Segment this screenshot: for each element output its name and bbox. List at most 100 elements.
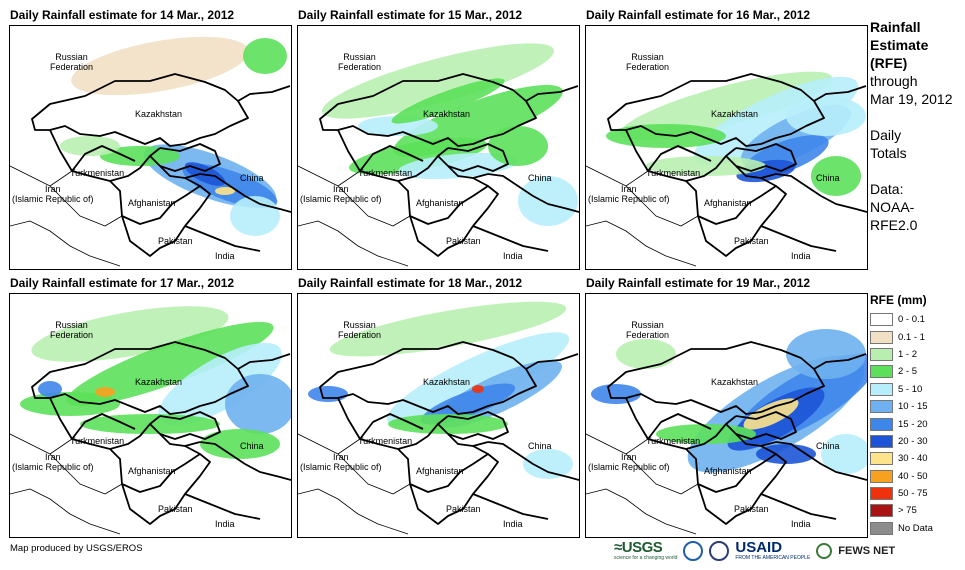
- panel-title: Daily Rainfall estimate for 15 Mar., 201…: [298, 8, 523, 22]
- country-border: [121, 453, 211, 525]
- legend-title: RFE (mm): [870, 293, 927, 307]
- rfe-legend: RFE (mm) 0 - 0.1 0.1 - 1 1 - 2 2 - 5 5 - 10 1…: [870, 292, 965, 537]
- rainfall-area: [66, 321, 274, 407]
- country-border: [685, 445, 777, 493]
- map-label-iran: Iran (Islamic Republic of): [12, 184, 94, 204]
- country-border: [121, 185, 211, 257]
- legend-label: 40 - 50: [898, 470, 928, 482]
- country-border: [760, 225, 837, 252]
- rainfall-area: [60, 136, 120, 156]
- country-border: [586, 433, 649, 455]
- country-border: [409, 453, 499, 525]
- country-border: [697, 453, 787, 525]
- country-border: [437, 155, 489, 179]
- map-label-afghanistan: Afghanistan: [416, 198, 464, 208]
- country-border: [472, 493, 549, 520]
- legend-swatch: [870, 313, 893, 327]
- country-border: [298, 165, 361, 187]
- rainfall-area: [215, 187, 235, 195]
- legend-item: 50 - 75: [870, 485, 965, 502]
- map-label-kazakhstan: Kazakhstan: [423, 109, 471, 119]
- logo-bar: ≈USGS science for a changing world USAID…: [614, 538, 895, 564]
- country-border: [697, 185, 787, 257]
- rainfall-map-canvas: [10, 36, 291, 267]
- map-label-turkmenistan: Turkmenistan: [70, 436, 125, 446]
- map-panel-18: Daily Rainfall estimate for 18 Mar., 201…: [297, 275, 580, 538]
- country-border: [199, 441, 291, 481]
- daily-totals: Daily Totals: [870, 127, 907, 161]
- legend-item: 5 - 10: [870, 381, 965, 398]
- through-date: through Mar 19, 2012: [870, 73, 953, 107]
- country-border: [359, 145, 424, 172]
- country-border: [447, 411, 509, 440]
- country-border: [607, 341, 825, 415]
- rainfall-map: Russian Federation Kazakhstan Turkmenistan…: [9, 25, 292, 270]
- rainfall-area: [393, 84, 563, 158]
- rainfall-map: Russian Federation Kazakhstan Turkmenistan…: [297, 25, 580, 270]
- map-label-afghanistan: Afghanistan: [128, 198, 176, 208]
- rainfall-area: [606, 124, 726, 148]
- rainfall-area: [388, 414, 508, 434]
- country-border: [237, 353, 291, 370]
- rainfall-area: [472, 385, 484, 393]
- country-border: [437, 423, 489, 447]
- legend-swatch: [870, 347, 893, 361]
- map-label-turkmenistan: Turkmenistan: [358, 168, 413, 178]
- map-label-iran: Iran (Islamic Republic of): [300, 452, 382, 472]
- rainfall-area: [523, 449, 573, 479]
- country-border: [10, 433, 73, 455]
- map-panel-16: Daily Rainfall estimate for 16 Mar., 201…: [585, 7, 868, 270]
- rainfall-map-canvas: [586, 71, 867, 267]
- rainfall-area: [391, 78, 505, 124]
- rainfall-area: [38, 381, 62, 397]
- legend-label: 30 - 40: [898, 453, 928, 465]
- rainfall-area: [786, 329, 866, 379]
- country-border: [525, 353, 579, 370]
- country-border: [725, 423, 777, 447]
- map-label-kazakhstan: Kazakhstan: [711, 377, 759, 387]
- legend-swatch: [870, 504, 893, 518]
- country-border: [298, 433, 361, 455]
- rainfall-area: [358, 116, 438, 136]
- legend-label: 0 - 0.1: [898, 314, 925, 326]
- country-border: [607, 73, 825, 147]
- fews-globe-icon: [816, 543, 833, 559]
- country-border: [487, 441, 579, 481]
- country-border: [199, 173, 291, 213]
- panel-title: Daily Rainfall estimate for 14 Mar., 201…: [10, 8, 235, 22]
- legend-swatch: [870, 330, 893, 344]
- country-border: [525, 85, 579, 102]
- usaid-logo: USAID FROM THE AMERICAN PEOPLE: [735, 540, 811, 561]
- legend-item: 0 - 0.1: [870, 311, 965, 328]
- country-border: [149, 155, 201, 179]
- country-border: [409, 185, 499, 257]
- country-border: [49, 185, 123, 227]
- country-border: [775, 173, 867, 213]
- map-label-turkmenistan: Turkmenistan: [646, 436, 701, 446]
- map-label-russia: Russian Federation: [50, 52, 94, 72]
- map-label-india: India: [215, 251, 235, 261]
- map-label-turkmenistan: Turkmenistan: [358, 436, 413, 446]
- country-border: [184, 493, 261, 520]
- legend-swatch: [870, 521, 893, 535]
- map-label-kazakhstan: Kazakhstan: [423, 377, 471, 387]
- rfe-heading: Rainfall Estimate (RFE): [870, 19, 929, 71]
- rainfall-area: [756, 444, 816, 464]
- country-border: [775, 441, 867, 481]
- map-label-pakistan: Pakistan: [158, 236, 193, 246]
- country-border: [71, 413, 136, 440]
- legend-label: No Data: [898, 522, 933, 534]
- legend-swatch: [870, 434, 893, 448]
- sidebar-info: Rainfall Estimate (RFE) through Mar 19, …: [870, 18, 965, 234]
- usaid-tagline: FROM THE AMERICAN PEOPLE: [735, 555, 811, 561]
- usgs-wordmark: ≈USGS: [614, 539, 663, 556]
- country-border: [298, 220, 409, 267]
- map-label-india: India: [503, 519, 523, 529]
- rainfall-area: [518, 176, 578, 226]
- usgs-logo: ≈USGS science for a changing world: [614, 539, 677, 561]
- legend-label: 20 - 30: [898, 435, 928, 447]
- map-label-iran: Iran (Islamic Republic of): [12, 452, 94, 472]
- map-label-iran: Iran (Islamic Republic of): [588, 184, 670, 204]
- map-label-iran: Iran (Islamic Republic of): [588, 452, 670, 472]
- country-border: [813, 85, 867, 102]
